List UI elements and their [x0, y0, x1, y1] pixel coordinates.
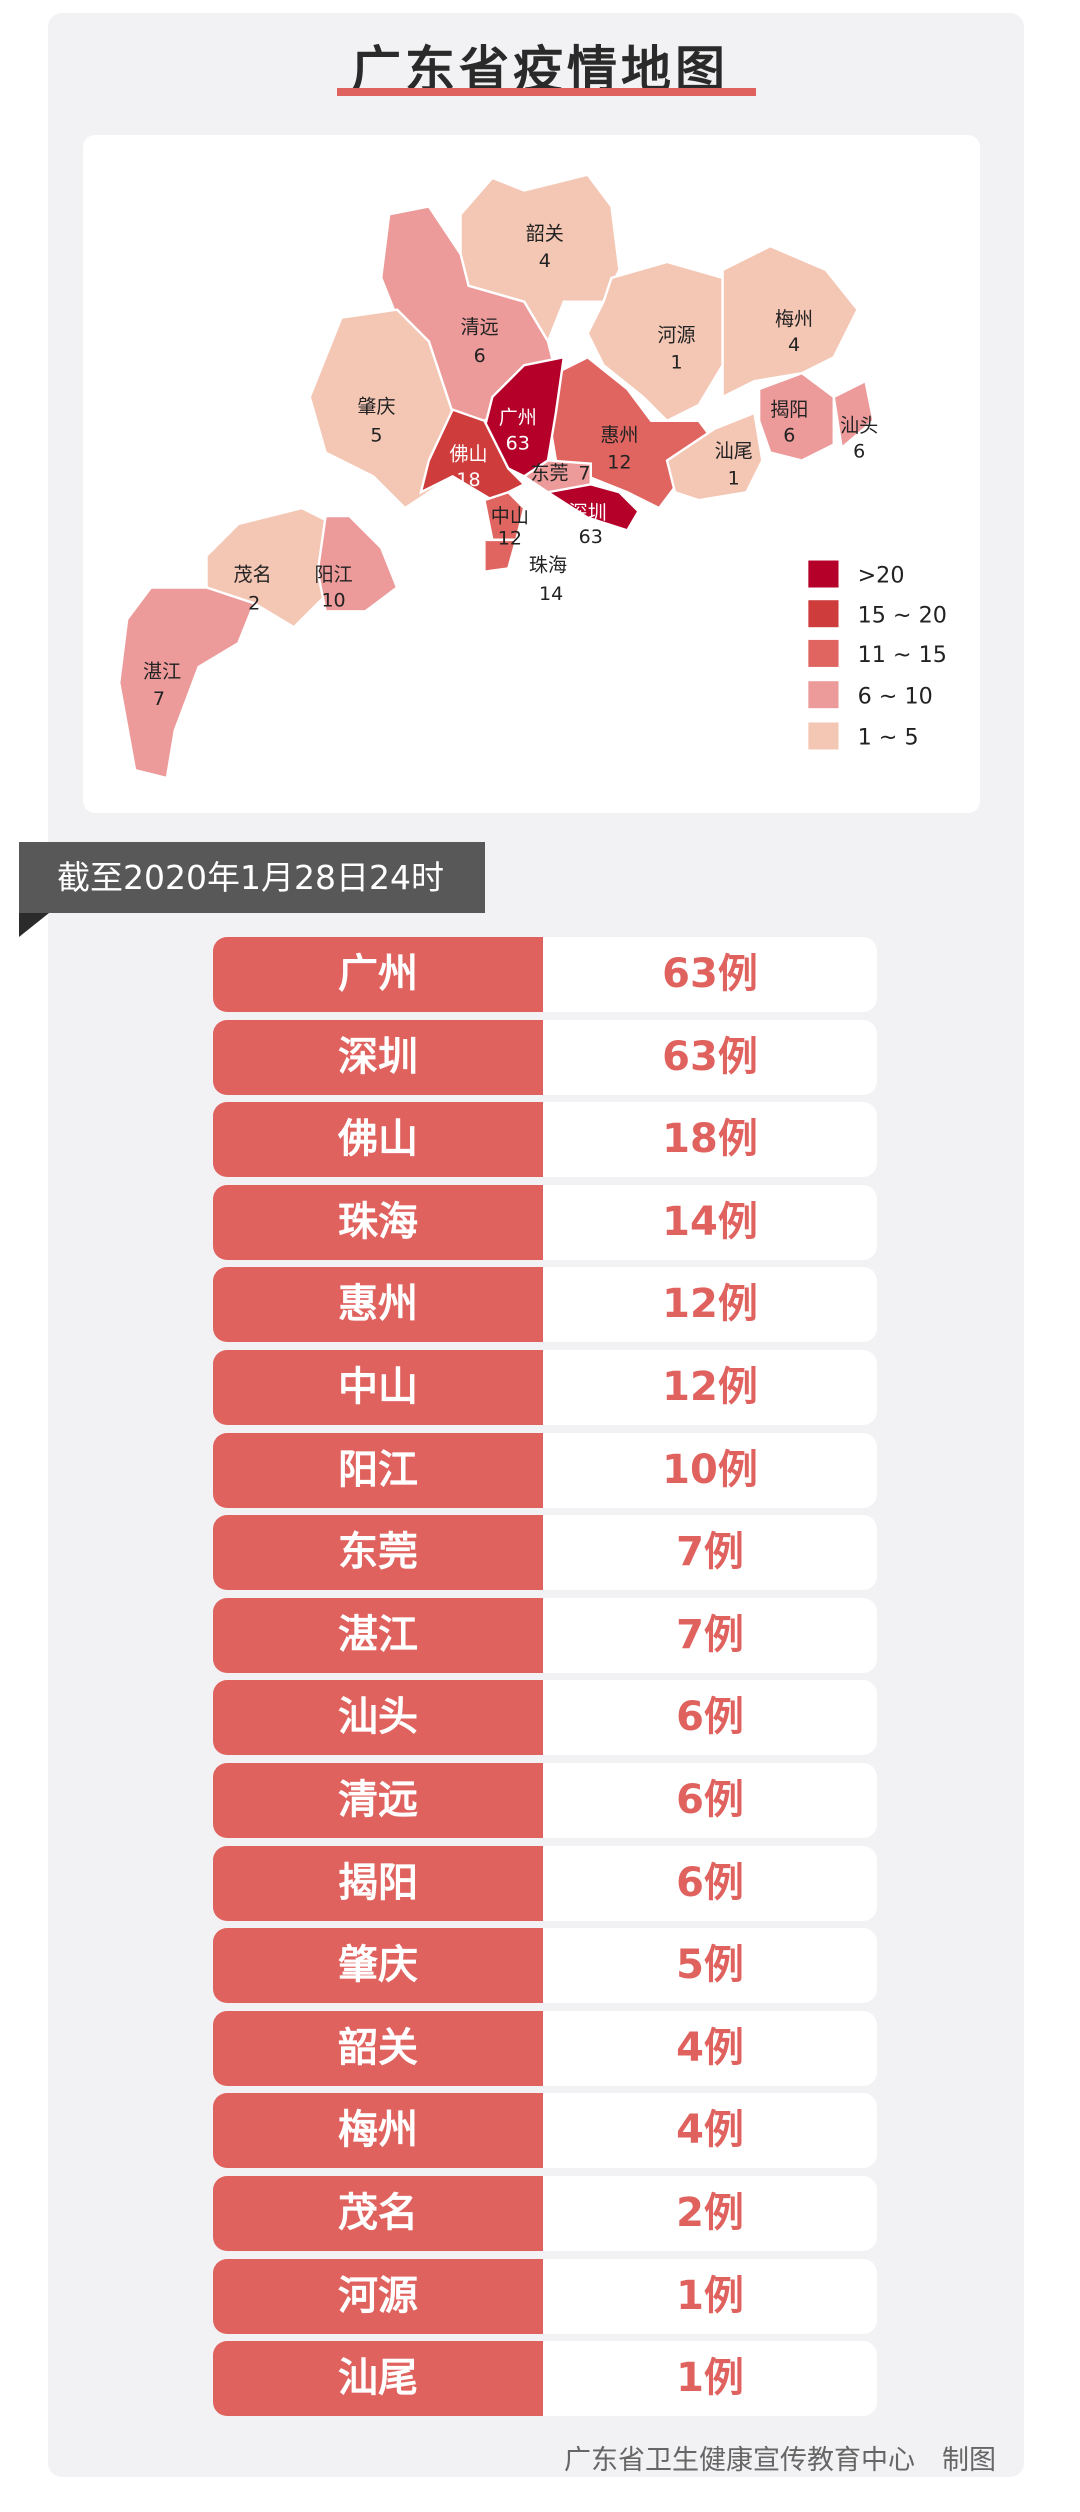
row-city: 深圳	[213, 1019, 543, 1095]
row-city: 汕头	[213, 1680, 543, 1756]
row-count: 63例	[543, 1019, 877, 1095]
date-banner: 截至2020年1月28日24时	[19, 842, 485, 913]
row-city: 阳江	[213, 1432, 543, 1508]
row-count: 6例	[543, 1845, 877, 1921]
row-city: 中山	[213, 1349, 543, 1425]
table-row: 揭阳 6例	[213, 1845, 877, 1921]
row-count: 6例	[543, 1680, 877, 1756]
row-city: 河源	[213, 2258, 543, 2334]
table-row: 中山 12例	[213, 1349, 877, 1425]
table-row: 清远 6例	[213, 1762, 877, 1838]
table-row: 湛江 7例	[213, 1597, 877, 1673]
table-row: 汕尾 1例	[213, 2341, 877, 2417]
table-row: 韶关 4例	[213, 2010, 877, 2086]
row-count: 4例	[543, 2010, 877, 2086]
row-count: 7例	[543, 1597, 877, 1673]
row-city: 汕尾	[213, 2341, 543, 2417]
row-city: 茂名	[213, 2175, 543, 2251]
row-count: 10例	[543, 1432, 877, 1508]
row-city: 揭阳	[213, 1845, 543, 1921]
map-panel	[83, 135, 980, 813]
row-count: 12例	[543, 1267, 877, 1343]
banner-fold	[19, 913, 49, 937]
footer-credit: 广东省卫生健康宣传教育中心 制图	[564, 2445, 996, 2476]
row-count: 4例	[543, 2093, 877, 2169]
row-count: 7例	[543, 1515, 877, 1591]
row-city: 清远	[213, 1762, 543, 1838]
table-row: 肇庆 5例	[213, 1928, 877, 2004]
table-row: 佛山 18例	[213, 1102, 877, 1178]
row-city: 广州	[213, 937, 543, 1012]
table-row: 汕头 6例	[213, 1680, 877, 1756]
row-city: 湛江	[213, 1597, 543, 1673]
table-row: 深圳 63例	[213, 1019, 877, 1095]
table-row: 茂名 2例	[213, 2175, 877, 2251]
table-row: 东莞 7例	[213, 1515, 877, 1591]
case-table: 广州 63例 深圳 63例 佛山 18例 珠海 14例 惠州 12例 中山 12例 阳江 10例 东莞 7例湛…	[213, 937, 877, 2424]
row-city: 珠海	[213, 1184, 543, 1260]
title-underline	[337, 88, 756, 96]
row-count: 1例	[543, 2341, 877, 2417]
row-city: 惠州	[213, 1267, 543, 1343]
row-count: 5例	[543, 1928, 877, 2004]
table-row: 广州 63例	[213, 937, 877, 1012]
row-city: 韶关	[213, 2010, 543, 2086]
row-count: 12例	[543, 1349, 877, 1425]
table-row: 河源 1例	[213, 2258, 877, 2334]
row-city: 梅州	[213, 2093, 543, 2169]
row-city: 东莞	[213, 1515, 543, 1591]
row-city: 佛山	[213, 1102, 543, 1178]
row-count: 2例	[543, 2175, 877, 2251]
table-row: 阳江 10例	[213, 1432, 877, 1508]
row-count: 6例	[543, 1762, 877, 1838]
row-count: 14例	[543, 1184, 877, 1260]
table-row: 惠州 12例	[213, 1267, 877, 1343]
row-count: 63例	[543, 937, 877, 1012]
row-count: 18例	[543, 1102, 877, 1178]
table-row: 珠海 14例	[213, 1184, 877, 1260]
row-count: 1例	[543, 2258, 877, 2334]
table-row: 梅州 4例	[213, 2093, 877, 2169]
row-city: 肇庆	[213, 1928, 543, 2004]
